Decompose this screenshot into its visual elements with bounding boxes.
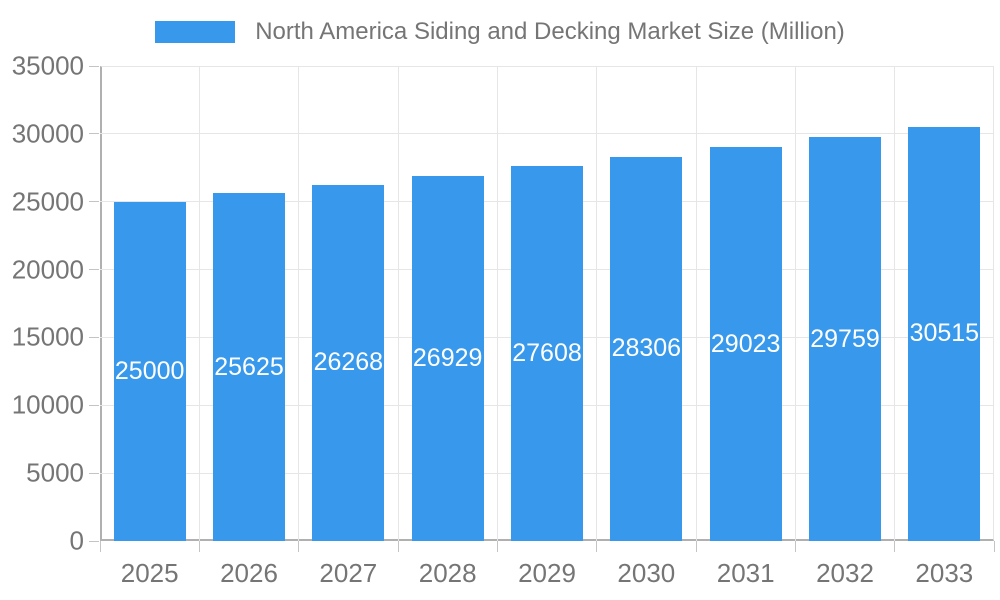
y-tick-label: 30000 [11,118,84,149]
bar: 29023 [709,147,782,541]
bar-value-label: 30515 [909,319,980,348]
gridline-x [695,66,697,541]
y-tick [89,336,99,338]
y-tick-label: 10000 [11,389,84,420]
bar: 29759 [809,137,881,541]
gridline-y [100,133,994,135]
x-tick-label: 2029 [518,558,576,588]
gridline-x [298,66,300,541]
x-tick-label: 2028 [418,558,477,588]
y-tick [89,404,99,406]
gridline-x [596,66,598,541]
bar-value-label: 26268 [313,348,384,377]
x-tick-label: 2027 [319,558,378,588]
x-tick [298,541,300,552]
x-tick-label: 2025 [120,558,179,588]
y-tick [89,269,99,271]
bar-value-label: 28306 [611,334,682,363]
bar-value-label: 29023 [710,329,781,358]
y-tick-label: 25000 [11,186,84,217]
x-tick-label: 2030 [617,558,676,588]
legend-label: North America Siding and Decking Market … [255,18,845,45]
y-tick [89,65,99,67]
y-tick [89,133,99,135]
y-tick-label: 35000 [11,50,84,81]
bar: 28306 [610,156,683,541]
bar-value-label: 26929 [412,343,483,372]
y-tick-label: 0 [69,525,84,556]
y-tick-label: 5000 [26,457,84,488]
bar: 26929 [411,175,484,541]
gridline-x [794,66,796,541]
bar-value-label: 27608 [512,339,582,368]
x-tick [894,541,896,552]
y-tick-label: 20000 [11,254,84,285]
bar: 30515 [908,126,981,541]
x-tick [596,541,598,552]
x-tick-label: 2032 [816,558,874,588]
legend[interactable]: North America Siding and Decking Market … [0,18,1000,46]
legend-swatch [155,21,236,43]
y-tick [89,201,99,203]
y-tick-label: 15000 [11,321,84,352]
x-tick [695,541,697,552]
gridline-x [397,66,399,541]
bar: 26268 [312,184,385,541]
bar: 25625 [213,193,285,541]
bar: 27608 [511,166,583,541]
bar: 25000 [113,201,186,541]
x-tick [993,541,995,552]
bar-value-label: 25000 [114,356,185,385]
bar-value-label: 29759 [810,324,880,353]
gridline-x [894,66,896,541]
gridline-x [496,66,498,541]
y-tick [89,540,99,542]
gridline-x [198,66,200,541]
bar-value-label: 25625 [214,352,284,381]
x-tick [496,541,498,552]
x-tick-label: 2033 [915,558,974,588]
x-tick [198,541,200,552]
x-tick-label: 2031 [716,558,775,588]
y-tick [89,472,99,474]
x-tick [397,541,399,552]
x-tick [794,541,796,552]
x-tick-label: 2026 [220,558,278,588]
x-tick [99,541,101,552]
